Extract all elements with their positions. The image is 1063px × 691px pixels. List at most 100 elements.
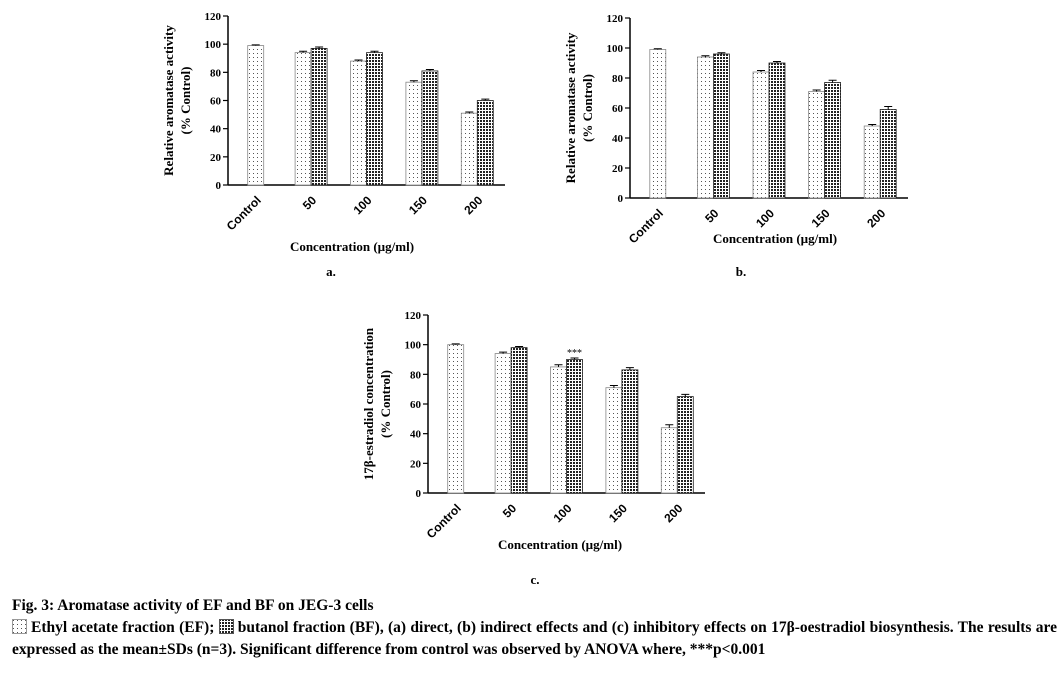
error-bar <box>812 89 821 92</box>
bar <box>676 396 694 494</box>
bar <box>649 49 667 199</box>
x-tick-label: 150 <box>809 206 833 230</box>
bar <box>660 427 678 494</box>
x-tick-label: 150 <box>406 193 430 217</box>
bar <box>824 82 841 199</box>
y-tick-label: 40 <box>410 429 422 441</box>
error-bar <box>609 384 618 388</box>
error-bar <box>554 364 563 367</box>
bar <box>621 369 639 494</box>
caption: Fig. 3: Aromatase activity of EF and BF … <box>12 595 1057 661</box>
error-bar <box>354 59 363 62</box>
bar <box>605 387 623 494</box>
error-bar <box>665 424 674 428</box>
x-tick-label: 100 <box>551 501 575 525</box>
error-bar <box>499 351 508 354</box>
y-axis-label: Relative aromatase activity <box>161 25 176 176</box>
x-tick-label: 50 <box>702 206 722 226</box>
error-bar <box>315 46 324 49</box>
x-tick-label: 100 <box>351 193 375 217</box>
chart-label: b. <box>736 264 746 279</box>
bar <box>460 112 478 186</box>
bar <box>366 52 383 186</box>
bar <box>494 353 512 494</box>
y-axis-label: (% Control) <box>378 370 393 438</box>
caption-body: Ethyl acetate fraction (EF); butanol fra… <box>12 617 1057 661</box>
x-axis-label: Concentration (µg/ml) <box>713 231 837 246</box>
error-bar <box>625 367 634 370</box>
y-tick-label: 0 <box>618 193 624 205</box>
y-tick-label: 100 <box>405 340 422 352</box>
y-tick-label: 40 <box>612 133 624 145</box>
x-tick-label: Control <box>224 193 264 233</box>
error-bar <box>701 55 710 57</box>
error-bar <box>299 50 308 53</box>
error-bar <box>409 80 418 83</box>
y-tick-label: 120 <box>405 310 422 322</box>
y-tick-label: 80 <box>410 369 422 381</box>
x-tick-label: 200 <box>661 501 685 525</box>
y-tick-label: 100 <box>607 43 624 55</box>
bar <box>350 60 367 186</box>
x-axis-label: Concentration (µg/ml) <box>290 239 414 254</box>
y-axis-label: (% Control) <box>580 74 595 142</box>
y-axis-label: 17β-estradiol concentration <box>361 327 376 480</box>
error-bar <box>757 70 765 72</box>
y-tick-label: 120 <box>205 11 222 23</box>
bar <box>863 125 881 199</box>
y-tick-label: 0 <box>416 488 422 500</box>
error-bar <box>451 343 460 345</box>
bar <box>476 100 494 186</box>
bar <box>550 366 567 494</box>
y-tick-label: 60 <box>410 399 422 411</box>
error-bar <box>681 393 690 397</box>
chart-label: c. <box>530 572 539 587</box>
error-bar <box>884 106 893 110</box>
y-tick-label: 20 <box>210 152 222 164</box>
legend-bf: butanol fraction (BF), (a) direct, (b) i… <box>12 619 1057 658</box>
bar <box>247 45 265 186</box>
bar <box>808 91 825 199</box>
y-tick-label: 80 <box>612 73 624 85</box>
bar <box>697 56 714 199</box>
y-tick-label: 80 <box>210 67 222 79</box>
error-bar <box>251 44 260 46</box>
x-tick-label: Control <box>626 206 666 246</box>
error-bar <box>773 61 781 63</box>
y-tick-label: 100 <box>205 39 222 51</box>
caption-title: Fig. 3: Aromatase activity of EF and BF … <box>12 597 374 614</box>
error-bar <box>868 124 877 126</box>
bar <box>768 62 786 199</box>
y-tick-label: 120 <box>607 13 624 25</box>
bar <box>294 52 312 186</box>
x-axis-label: Concentration (µg/ml) <box>498 537 622 552</box>
error-bar <box>653 48 662 50</box>
y-tick-label: 40 <box>210 124 222 136</box>
error-bar <box>370 50 379 53</box>
error-bar <box>717 52 726 54</box>
x-tick-label: Control <box>424 501 464 541</box>
legend-swatch-ef <box>12 619 27 634</box>
y-axis-label: (% Control) <box>178 66 193 134</box>
bar <box>405 81 423 186</box>
y-tick-label: 60 <box>612 103 624 115</box>
x-tick-label: 200 <box>461 193 485 217</box>
legend-ef: Ethyl acetate fraction (EF); <box>31 619 215 636</box>
bar <box>421 70 439 186</box>
error-bar <box>515 345 524 348</box>
y-tick-label: 0 <box>216 180 222 192</box>
bar <box>510 347 528 494</box>
x-tick-label: 150 <box>606 501 630 525</box>
bar <box>713 53 730 199</box>
x-tick-label: 200 <box>864 206 888 230</box>
bar <box>447 344 465 494</box>
error-bar <box>465 111 474 114</box>
bar <box>752 71 770 199</box>
x-tick-label: 50 <box>300 193 320 213</box>
y-tick-label: 20 <box>410 458 422 470</box>
x-tick-label: 100 <box>753 206 777 230</box>
x-tick-label: 50 <box>500 501 520 521</box>
error-bar <box>570 357 579 360</box>
error-bar <box>425 69 434 71</box>
